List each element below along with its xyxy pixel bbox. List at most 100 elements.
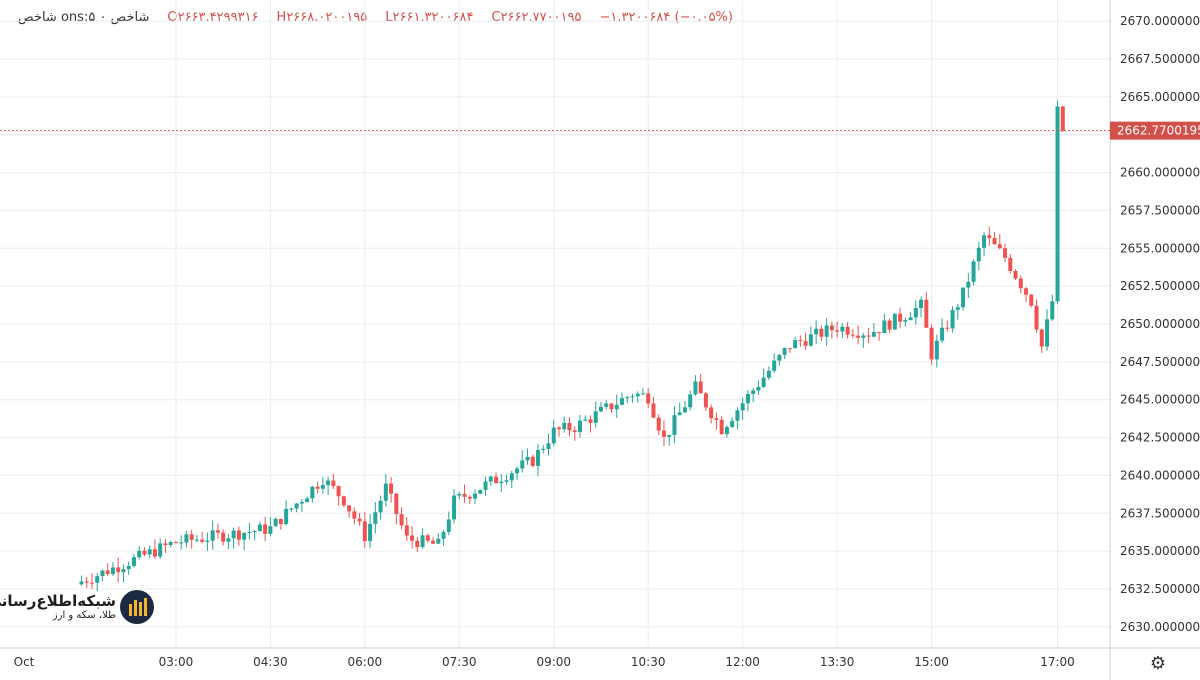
candle-body (436, 538, 441, 544)
candle-body (635, 393, 640, 397)
candle-body (829, 325, 834, 331)
candle-body (835, 330, 840, 332)
y-tick-label: 2652.5000000 (1120, 279, 1200, 293)
candle-body (1024, 288, 1029, 295)
candle-body (782, 348, 787, 355)
candle-body (882, 320, 887, 334)
candle-body (724, 426, 729, 435)
candle-body (588, 419, 593, 423)
candle-body (887, 320, 892, 330)
candle-body (221, 532, 226, 542)
y-tick-label: 2665.0000000 (1120, 90, 1200, 104)
candle-body (740, 403, 745, 411)
candle-body (898, 313, 903, 322)
candle-body (525, 456, 530, 461)
candle-body (997, 244, 1002, 249)
candle-body (494, 476, 499, 484)
candle-body (840, 326, 845, 332)
x-tick-label: 12:00 (725, 655, 760, 669)
candle-body (787, 348, 792, 350)
candle-body (688, 394, 693, 408)
logo-badge-icon (120, 590, 154, 624)
candle-body (961, 287, 966, 308)
candle-body (95, 576, 100, 583)
candle-body (215, 530, 220, 533)
candle-body (598, 406, 603, 412)
candle-body (142, 550, 147, 555)
candle-body (913, 307, 918, 318)
candle-body (919, 299, 924, 308)
candle-body (557, 427, 561, 430)
y-tick-label: 2670.0000000 (1120, 14, 1200, 28)
candle-body (861, 335, 866, 338)
candle-body (509, 473, 514, 481)
x-tick-label: 07:30 (442, 655, 477, 669)
candle-body (105, 570, 110, 575)
candle-body (777, 354, 782, 361)
gear-icon[interactable]: ⚙ (1149, 653, 1166, 674)
candle-body (467, 496, 472, 499)
candle-body (483, 481, 488, 490)
candle-body (992, 238, 997, 245)
candle-body (158, 543, 163, 557)
candle-body (609, 403, 614, 410)
candle-body (646, 393, 651, 404)
candle-body (667, 435, 672, 437)
candle-body (530, 456, 535, 466)
candle-body (89, 582, 94, 584)
watermark-logo: شبکه‌اطلاع‌رسانی طلا، سکه و ارز (0, 590, 154, 626)
candle-body (200, 539, 205, 542)
candle-body (850, 334, 855, 336)
candle-body (751, 390, 756, 394)
candle-body (399, 514, 404, 526)
candle-body (84, 581, 89, 583)
candle-body (373, 512, 378, 524)
candle-body (735, 410, 740, 421)
candle-body (79, 581, 84, 585)
x-tick-label: 13:30 (820, 655, 855, 669)
candle-body (682, 407, 687, 413)
candle-body (803, 341, 808, 346)
candle-body (347, 505, 352, 512)
candle-body (331, 480, 336, 487)
x-tick-label: 06:00 (348, 655, 383, 669)
candle-body (184, 534, 189, 543)
candle-body (326, 480, 331, 486)
candle-body (640, 393, 645, 395)
candle-body (441, 531, 446, 539)
candle-body (971, 261, 976, 282)
candle-body (341, 496, 346, 506)
y-tick-label: 2630.0000000 (1120, 620, 1200, 634)
candle-body (1013, 270, 1018, 279)
candle-body (137, 550, 142, 558)
candle-body (299, 502, 304, 504)
candle-body (1055, 106, 1060, 302)
candle-body (179, 542, 184, 544)
candle-body (126, 565, 131, 570)
candle-body (210, 530, 215, 541)
candle-body (945, 327, 950, 329)
candle-body (410, 535, 415, 541)
candle-body (709, 407, 714, 419)
candle-body (147, 549, 152, 555)
candle-body (263, 524, 268, 534)
x-tick-label: 10:30 (631, 655, 666, 669)
candle-body (446, 519, 451, 532)
candle-body (110, 567, 115, 575)
candle-body (551, 427, 556, 444)
candle-body (310, 486, 315, 499)
candle-body (766, 370, 771, 378)
y-tick-label: 2667.5000000 (1120, 52, 1200, 66)
candle-body (452, 495, 457, 520)
candle-body (814, 328, 819, 335)
candle-body (745, 393, 750, 404)
candle-body (761, 377, 766, 387)
candle-body (336, 486, 341, 497)
candle-body (562, 422, 567, 430)
candle-body (189, 534, 194, 540)
last-price-tag (1110, 121, 1200, 140)
candle-body (577, 420, 582, 433)
y-tick-label: 2647.5000000 (1120, 355, 1200, 369)
candle-body (892, 313, 897, 330)
